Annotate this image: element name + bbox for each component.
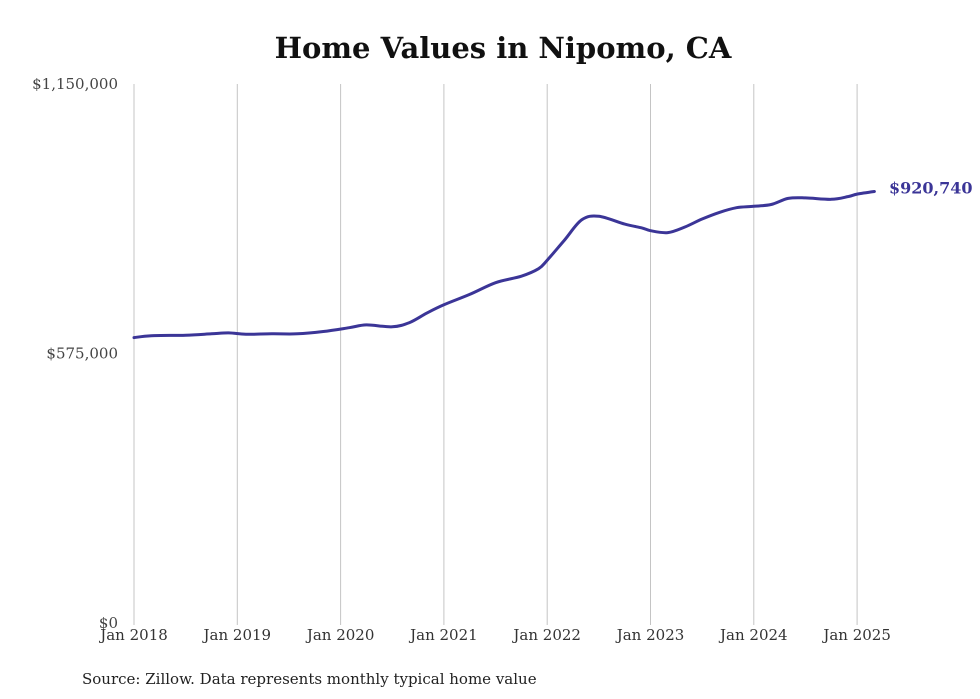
x-tick-label: Jan 2025 — [821, 626, 891, 644]
chart-title: Home Values in Nipomo, CA — [275, 31, 732, 65]
gridlines — [133, 84, 858, 625]
x-tick-label: Jan 2024 — [718, 626, 788, 644]
y-axis: $0 $575,000 $1,150,000 — [32, 75, 118, 632]
x-tick-label: Jan 2020 — [305, 626, 375, 644]
x-tick-label: Jan 2019 — [202, 626, 272, 644]
last-value-label: $920,740 — [889, 179, 973, 198]
y-tick-label: $575,000 — [46, 345, 118, 363]
y-tick-label: $1,150,000 — [32, 75, 118, 93]
source-note: Source: Zillow. Data represents monthly … — [82, 670, 537, 688]
x-tick-label: Jan 2018 — [98, 626, 168, 644]
series-layer — [132, 190, 876, 340]
x-axis: Jan 2018 Jan 2019 Jan 2020 Jan 2021 Jan 2022… — [98, 626, 891, 644]
x-tick-label: Jan 2021 — [408, 626, 478, 644]
x-tick-label: Jan 2023 — [615, 626, 685, 644]
series-line — [132, 190, 876, 340]
y-tick-label: $0 — [99, 614, 118, 632]
x-tick-label: Jan 2022 — [511, 626, 581, 644]
